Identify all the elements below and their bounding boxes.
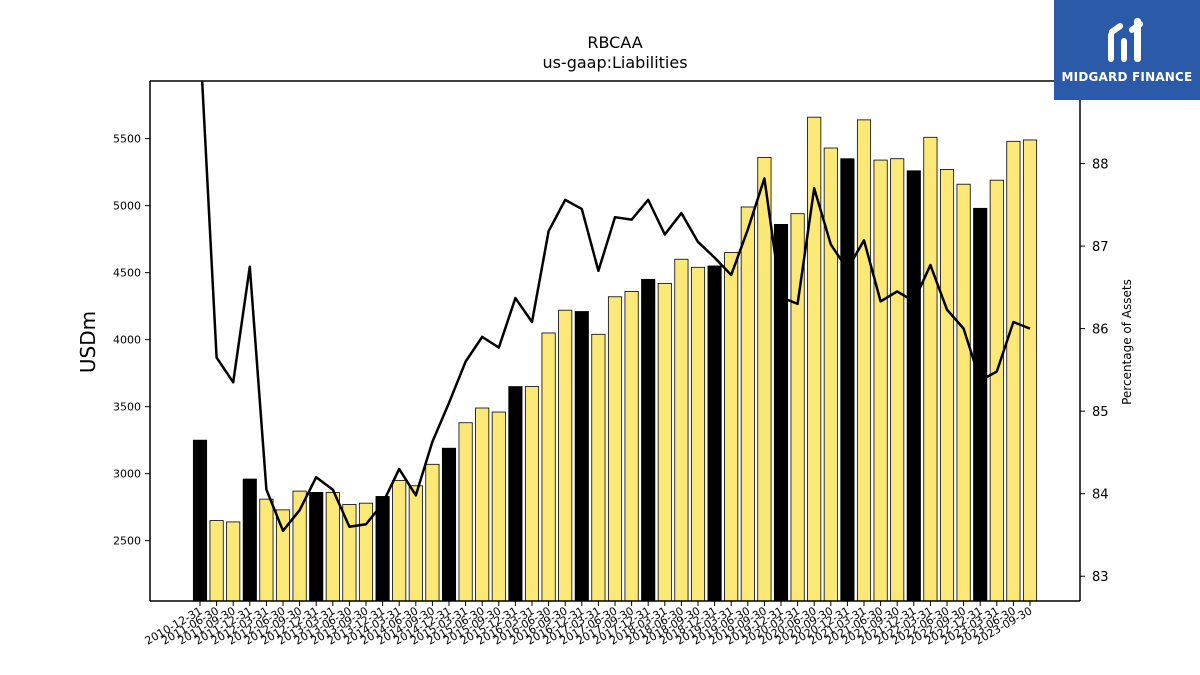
bar xyxy=(674,258,689,601)
bar xyxy=(425,463,440,601)
chart-subtitle: us-gaap:Liabilities xyxy=(542,53,687,72)
bar xyxy=(807,116,822,601)
bar xyxy=(209,520,224,601)
bar xyxy=(973,207,988,601)
brand-logo: MIDGARD FINANCE xyxy=(1054,0,1200,100)
y-axis-label: USDm xyxy=(76,311,100,373)
bar xyxy=(923,136,938,601)
bar xyxy=(773,223,789,601)
bar xyxy=(707,265,722,601)
bar xyxy=(724,252,739,601)
bar xyxy=(325,492,340,601)
y-tick-label: 4500 xyxy=(113,267,141,280)
y2-tick-label: 83 xyxy=(1092,570,1109,585)
bar xyxy=(989,179,1004,601)
brand-name: MIDGARD FINANCE xyxy=(1061,70,1193,84)
bar xyxy=(524,386,540,601)
bar xyxy=(1006,140,1021,601)
bar xyxy=(375,496,390,601)
y-tick-label: 2500 xyxy=(113,535,141,548)
bar xyxy=(292,490,307,601)
y2-tick-label: 88 xyxy=(1092,158,1109,173)
y-tick-label: 3000 xyxy=(113,468,141,481)
midgard-logo-icon xyxy=(1108,18,1144,62)
bar xyxy=(392,479,407,601)
bar xyxy=(541,332,556,601)
bar xyxy=(475,407,490,601)
bar xyxy=(790,213,805,601)
bar xyxy=(1022,139,1038,601)
bar xyxy=(873,159,888,601)
bar xyxy=(408,485,423,601)
line-group xyxy=(200,81,1031,533)
bar xyxy=(823,147,838,601)
chart-title: RBCAA xyxy=(587,33,642,52)
y-tick-label: 4000 xyxy=(113,334,141,347)
bar xyxy=(840,158,855,601)
bar xyxy=(574,311,589,601)
bar xyxy=(657,282,672,601)
y2-axis-label: Percentage of Assets xyxy=(1120,279,1134,405)
bar xyxy=(226,521,241,601)
y2-tick-label: 87 xyxy=(1092,240,1109,255)
bar xyxy=(641,278,656,601)
bar xyxy=(757,156,772,601)
bar xyxy=(358,502,374,601)
bar xyxy=(491,411,506,601)
bar xyxy=(591,333,606,601)
axes-group: 2500 3000 3500 4000 4500 5000 5500 83 84 85 86 87 88… xyxy=(113,80,1109,648)
bar xyxy=(192,439,208,601)
bar xyxy=(956,183,971,601)
y2-tick-label: 84 xyxy=(1092,488,1109,503)
bar xyxy=(856,119,872,601)
bar xyxy=(458,422,473,601)
bar xyxy=(441,447,457,601)
bar xyxy=(906,170,921,601)
bar xyxy=(939,169,955,601)
bar xyxy=(607,296,623,601)
y-tick-label: 5000 xyxy=(113,200,141,213)
bar xyxy=(624,291,639,601)
bar xyxy=(259,498,274,601)
bar xyxy=(690,266,706,601)
bar xyxy=(309,492,324,601)
bar xyxy=(242,478,257,601)
bar xyxy=(740,206,755,601)
percent-line xyxy=(200,81,1031,533)
bar xyxy=(558,309,573,601)
bar xyxy=(342,504,357,601)
y2-tick-label: 85 xyxy=(1092,405,1109,420)
bar xyxy=(508,386,523,601)
y-tick-label: 3500 xyxy=(113,401,141,414)
bar xyxy=(890,158,905,601)
bars-group xyxy=(192,116,1038,601)
y2-tick-label: 86 xyxy=(1092,323,1109,338)
y-tick-label: 5500 xyxy=(113,133,141,146)
